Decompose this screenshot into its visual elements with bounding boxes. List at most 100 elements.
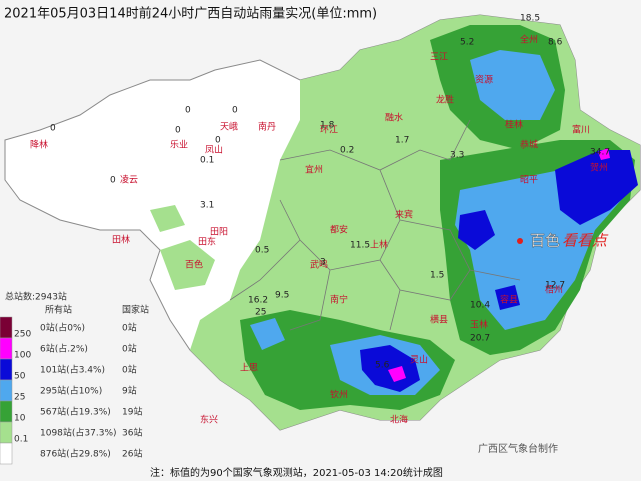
place-name: 都安 (330, 224, 348, 236)
station-reading: 3.1 (200, 201, 214, 211)
legend-national-count: 0站 (122, 364, 137, 376)
legend-national-count: 36站 (122, 427, 142, 439)
station-reading: 5.2 (460, 38, 474, 48)
legend-swatch (0, 358, 13, 381)
station-reading: 1.7 (395, 136, 409, 146)
legend-header: 所有站 (45, 304, 72, 316)
place-name: 武鸣 (310, 259, 328, 271)
rain-area-blue (555, 150, 638, 225)
legend-swatch (0, 379, 13, 402)
place-name: 北海 (390, 414, 408, 426)
place-name: 容县 (500, 294, 518, 306)
place-name: 南丹 (258, 121, 276, 133)
station-reading: 0.1 (200, 156, 214, 166)
legend-national-count: 0站 (122, 343, 137, 355)
station-reading: 0 (215, 136, 221, 146)
place-name: 梧州 (545, 284, 563, 296)
place-name: 恭城 (520, 140, 538, 151)
place-name: 玉林 (470, 319, 488, 331)
rain-area-blue (495, 285, 520, 310)
legend-national-count: 9站 (122, 385, 137, 397)
place-name: 百色 (185, 259, 203, 271)
rain-area-blue-light (470, 50, 555, 120)
legend-all-count: 876站(占29.8%) (40, 448, 111, 460)
legend-swatch (0, 421, 13, 444)
rain-area-blue (360, 345, 420, 392)
place-name: 富川 (572, 124, 590, 136)
station-reading: 0 (50, 124, 56, 134)
station-reading: 18.5 (520, 14, 540, 24)
place-name: 全州 (520, 34, 538, 46)
station-reading: 16.2 (248, 296, 268, 306)
place-name: 乐业 (170, 139, 188, 151)
legend-threshold: 250 (14, 330, 31, 340)
legend-all-count: 6站(占.2%) (40, 343, 88, 355)
station-reading: 0 (185, 106, 191, 116)
rain-area-light (160, 240, 215, 290)
station-reading: 20.7 (470, 334, 490, 344)
station-reading: 0 (175, 126, 181, 136)
district-border (229, 119, 521, 331)
place-name: 灵山 (410, 355, 428, 366)
legend-national-count: 0站 (122, 322, 137, 334)
place-name: 贺州 (590, 162, 608, 174)
rain-area-magenta (598, 148, 610, 160)
legend-threshold: 50 (14, 372, 26, 382)
place-name: 横县 (430, 314, 448, 326)
station-reading: 0 (110, 176, 116, 186)
station-reading: 1.5 (430, 271, 444, 281)
place-name: 龙胜 (436, 94, 454, 106)
rain-area-magenta (388, 366, 406, 382)
place-name: 环江 (320, 125, 338, 136)
rain-area-blue-light (250, 318, 285, 350)
legend-swatch (0, 442, 13, 465)
watermark: 看看点 (562, 232, 609, 250)
place-name: 田林 (112, 234, 130, 246)
station-reading: 3 (320, 258, 326, 268)
legend-national-count: 19站 (122, 406, 142, 418)
legend-all-count: 295站(占10%) (40, 385, 102, 397)
map-title: 2021年05月03日14时前24小时广西自动站雨量实况(单位:mm) (4, 6, 377, 22)
station-reading: 3.3 (450, 151, 464, 161)
legend-header: 国家站 (122, 304, 149, 316)
legend-all-count: 0站(占0%) (40, 322, 85, 334)
watermark-dot (517, 238, 523, 244)
rain-area-blue (458, 210, 495, 250)
place-name: 降林 (30, 139, 48, 151)
station-reading: 0.2 (340, 146, 354, 156)
legend-threshold: 25 (14, 393, 25, 403)
watermark: 百色 (530, 232, 560, 250)
legend-threshold: 10 (14, 414, 26, 424)
legend-threshold: 0.1 (14, 435, 28, 445)
place-name: 田东 (198, 236, 216, 248)
station-reading: 0.5 (255, 246, 269, 256)
legend-swatch (0, 316, 13, 339)
legend-all-count: 1098站(占37.3%) (40, 427, 117, 439)
legend-all-count: 567站(占19.3%) (40, 406, 111, 418)
place-name: 宜州 (305, 164, 323, 176)
place-name: 来宾 (395, 209, 413, 221)
place-name: 凤山 (205, 145, 223, 156)
station-reading: 11.5 (350, 241, 370, 251)
station-reading: 5.6 (375, 361, 390, 371)
legend-total: 总站数:2943站 (5, 291, 67, 303)
credit: 广西区气象台制作 (478, 442, 558, 455)
station-reading: 0 (232, 106, 238, 116)
legend-swatch (0, 400, 13, 423)
place-name: 东兴 (200, 414, 218, 426)
place-name: 田阳 (210, 227, 228, 238)
place-name: 南宁 (330, 294, 348, 306)
legend-all-count: 101站(占3.4%) (40, 364, 105, 376)
place-name: 三江 (430, 52, 448, 63)
rain-area-light (150, 205, 185, 232)
station-reading: 8.6 (548, 38, 563, 48)
place-name: 天峨 (220, 121, 238, 133)
place-name: 上思 (240, 363, 258, 374)
place-name: 融水 (385, 112, 403, 124)
place-name: 桂林 (505, 119, 523, 131)
station-reading: 9.5 (275, 291, 289, 301)
legend-national-count: 26站 (122, 448, 142, 460)
station-reading: 10.4 (470, 301, 490, 311)
station-reading: 25 (255, 308, 266, 318)
